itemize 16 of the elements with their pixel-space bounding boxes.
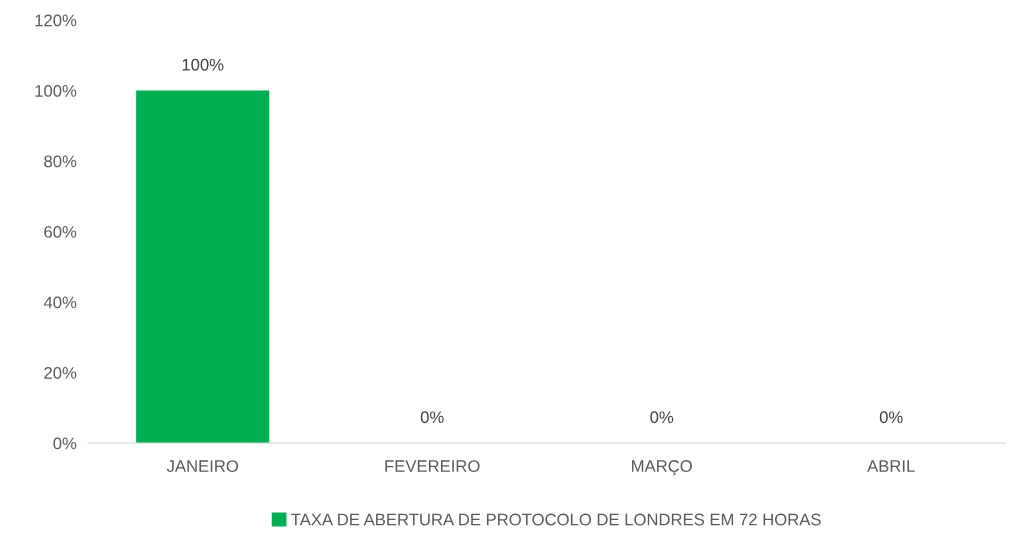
y-tick-label: 120% xyxy=(35,14,77,27)
y-tick-label: 80% xyxy=(44,155,77,168)
y-tick-label: 60% xyxy=(44,225,77,238)
y-tick-label: 0% xyxy=(53,437,77,450)
x-tick-label: MARÇO xyxy=(632,460,692,476)
data-label: 0% xyxy=(650,411,674,424)
x-tick-label: ABRIL xyxy=(867,460,915,472)
legend-label: TAXA DE ABERTURA DE PROTOCOLO DE LONDRES EM 72 HORAS xyxy=(291,513,821,526)
x-tick-label: JANEIRO xyxy=(166,460,239,472)
data-label: 100% xyxy=(182,58,224,71)
y-tick-label: 100% xyxy=(35,84,77,97)
x-tick-label: FEVEREIRO xyxy=(385,460,480,472)
data-label: 0% xyxy=(420,411,444,424)
data-label: 0% xyxy=(879,411,903,424)
y-tick-label: 40% xyxy=(43,296,77,309)
y-tick-label: 20% xyxy=(44,366,77,379)
